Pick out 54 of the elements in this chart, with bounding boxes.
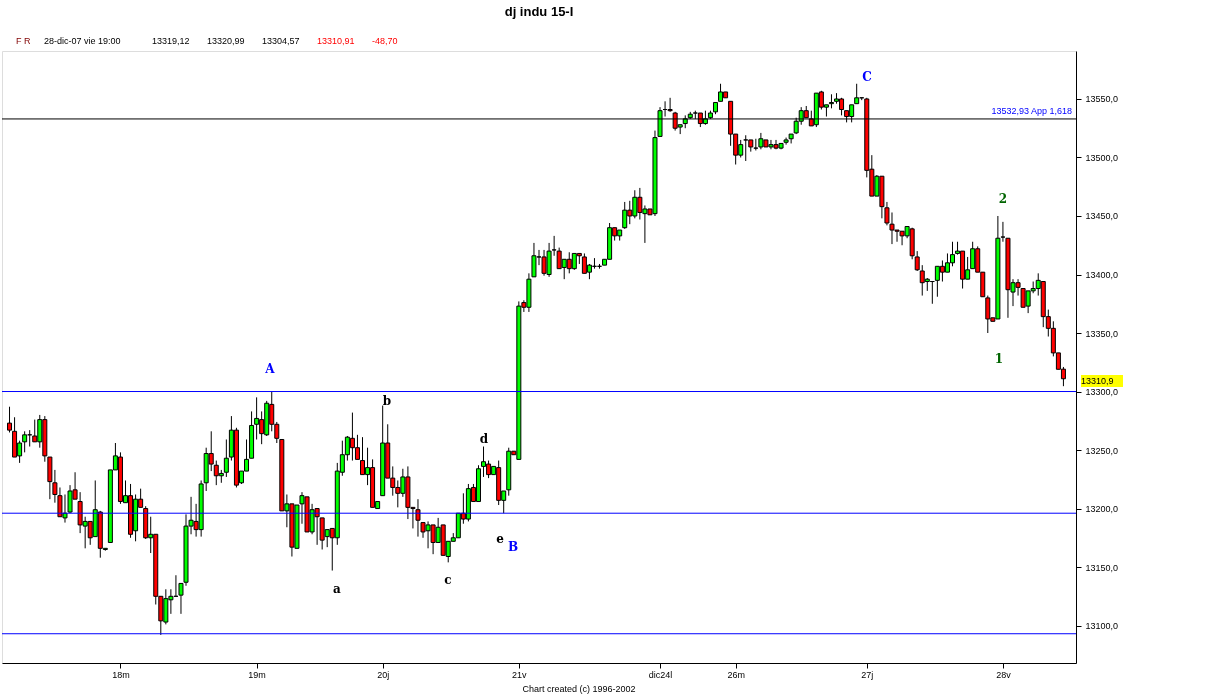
annotation: 2: [998, 192, 1008, 206]
y-tick-label: 13300,0: [1085, 387, 1119, 398]
candlestick: [854, 83, 860, 105]
candlestick: [354, 434, 360, 460]
y-tick-label: 13550,0: [1085, 94, 1119, 105]
y-tick-label: 13250,0: [1085, 445, 1119, 456]
candlestick: [32, 419, 38, 443]
text: 13304,57: [262, 36, 300, 46]
y-tick-label: 13500,0: [1085, 152, 1119, 163]
annotation: B: [507, 540, 519, 554]
annotation: C: [862, 70, 872, 84]
y-tick-label: 13350,0: [1085, 328, 1119, 339]
text: F R: [16, 36, 31, 46]
x-tick-label: 18m: [112, 669, 130, 680]
annotation: 1: [994, 352, 1004, 366]
x-tick-label: 19m: [248, 669, 266, 680]
candlestick: [481, 446, 487, 478]
y-tick-label: 13450,0: [1085, 211, 1119, 222]
candlestick: [914, 250, 920, 272]
candlestick: [743, 134, 749, 162]
annotation: e: [496, 532, 505, 546]
x-tick-label: 20j: [377, 669, 390, 680]
annotation: d: [479, 432, 489, 446]
y-tick-label: 13200,0: [1085, 504, 1119, 515]
candlestick: [7, 406, 13, 433]
candlestick: [223, 439, 229, 478]
x-tick-label: 28v: [996, 669, 1012, 680]
candlestick: [985, 295, 991, 334]
annotation: A: [264, 362, 276, 376]
x-tick-label: dic24l: [648, 669, 673, 680]
candlestick: [667, 97, 673, 113]
candlestick: [970, 241, 976, 270]
y-tick-label: 13100,0: [1085, 621, 1119, 632]
text: -48,70: [372, 36, 398, 46]
x-tick-label: 26m: [727, 669, 745, 680]
y-tick-label: 13150,0: [1085, 562, 1119, 573]
candlestick: [622, 201, 628, 230]
text: 28-dic-07 vie 19:00: [44, 36, 121, 46]
annotation: a: [333, 582, 342, 596]
text: 13320,99: [207, 36, 245, 46]
text: 13310,91: [317, 36, 355, 46]
text: 13310,9: [1081, 376, 1114, 386]
candlestick: [360, 436, 366, 476]
candlestick: [254, 396, 260, 440]
annotation: b: [382, 394, 392, 408]
y-tick-label: 13400,0: [1085, 270, 1119, 280]
text: 13319,12: [152, 36, 190, 46]
x-tick-label: 21v: [512, 669, 528, 680]
ref-line-label: 13532,93 App 1,618: [991, 105, 1072, 116]
text: Chart created (c) 1996-2002: [522, 684, 636, 694]
candlestick: [22, 430, 28, 453]
x-tick-label: 27j: [861, 669, 874, 680]
chart-title: dj indu 15-I: [504, 4, 574, 19]
annotation: c: [444, 573, 452, 587]
